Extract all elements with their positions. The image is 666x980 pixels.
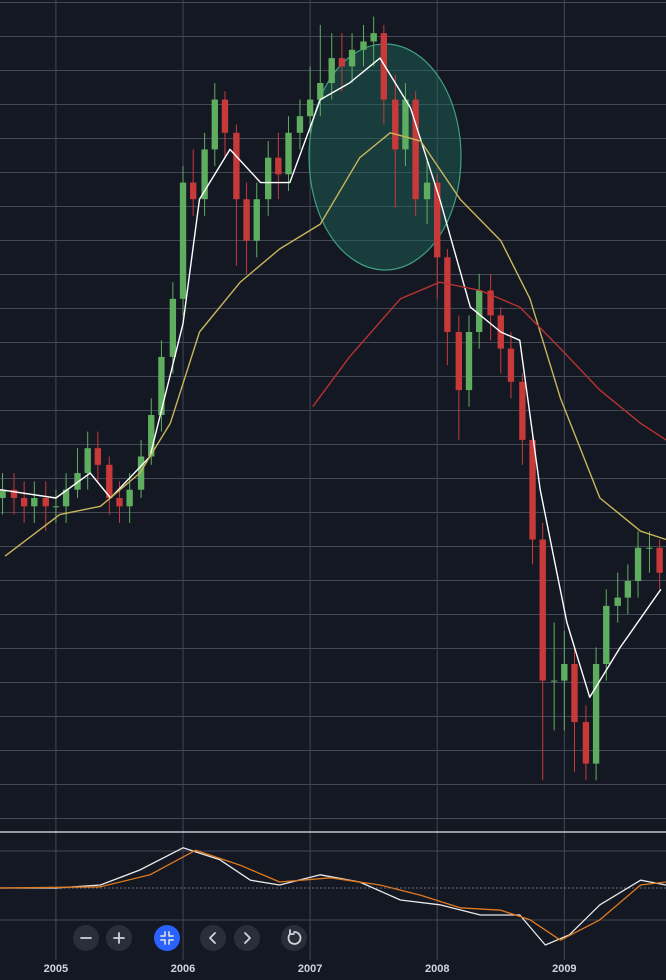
scroll-left-button[interactable]	[200, 925, 226, 951]
x-tick-label: 2006	[171, 963, 195, 975]
candle-body	[328, 58, 335, 83]
candle-body	[233, 132, 240, 200]
candle-body	[465, 332, 473, 391]
candle-body	[116, 498, 123, 507]
candle-body	[571, 664, 578, 723]
indicator-line	[4, 132, 666, 557]
candle-body	[402, 99, 409, 150]
candle-body	[539, 539, 546, 681]
candle-body	[423, 182, 431, 200]
candle-body	[265, 157, 272, 200]
candle-body	[370, 33, 377, 42]
candle-body	[624, 581, 632, 598]
candle-body	[253, 199, 260, 241]
candle-body	[475, 290, 483, 332]
candle-body	[348, 49, 356, 67]
candle-body	[20, 498, 28, 507]
candle-body	[444, 257, 451, 332]
candle-body	[317, 83, 324, 100]
scroll-right-button[interactable]	[234, 925, 260, 951]
price-grid	[0, 0, 666, 820]
candle-body	[158, 356, 165, 415]
candle-body	[550, 680, 558, 682]
candle-body	[296, 116, 304, 133]
indicator-line	[0, 57, 662, 698]
candle-body	[62, 489, 70, 507]
candle-body	[10, 489, 18, 498]
zoom-in-button[interactable]	[106, 925, 132, 951]
candle-body	[211, 99, 218, 150]
candle-body	[179, 182, 187, 299]
candle-body	[338, 58, 346, 67]
candle-body	[148, 415, 155, 457]
candle-body	[634, 547, 642, 581]
indicator-line	[0, 849, 666, 941]
reset-zoom-button[interactable]	[154, 925, 180, 951]
candle-body	[137, 456, 145, 490]
candle-body	[190, 182, 197, 200]
zoom-out-button[interactable]	[73, 925, 99, 951]
candle-body	[656, 547, 663, 573]
candle-body	[380, 33, 388, 100]
candle-body	[0, 489, 6, 498]
candle-body	[169, 298, 177, 357]
candle-body	[561, 664, 568, 681]
indicator-line	[312, 281, 666, 441]
candle-body	[507, 348, 515, 382]
x-tick-label: 2005	[44, 963, 68, 975]
candle-body	[106, 464, 113, 498]
candle-body	[31, 498, 38, 507]
candle-body	[582, 722, 590, 764]
candle-body	[392, 99, 399, 150]
candle-body	[592, 664, 600, 764]
candle-body	[614, 597, 621, 606]
candle-body	[285, 132, 292, 175]
candle-body	[52, 506, 60, 508]
candle-body	[529, 439, 536, 540]
candle-body	[126, 489, 133, 507]
candle-body	[201, 149, 208, 200]
candle-body	[412, 99, 419, 200]
candle-body	[487, 290, 494, 316]
candle-body	[42, 498, 49, 507]
candle-body	[74, 473, 81, 490]
candle-body	[84, 448, 91, 474]
x-tick-label: 2007	[298, 963, 322, 975]
candle-body	[646, 547, 653, 549]
candle-body	[603, 605, 610, 664]
candle-body	[434, 182, 441, 258]
candle-body	[455, 332, 463, 391]
candle-body	[519, 381, 526, 440]
candle-body	[221, 99, 229, 133]
candle-body	[360, 41, 367, 50]
candle-body	[275, 157, 282, 175]
x-tick-label: 2009	[552, 963, 576, 975]
candle-body	[306, 99, 314, 117]
candle-body	[94, 448, 102, 465]
refresh-button[interactable]	[281, 925, 307, 951]
x-tick-label: 2008	[425, 963, 449, 975]
candle-body	[243, 199, 250, 241]
